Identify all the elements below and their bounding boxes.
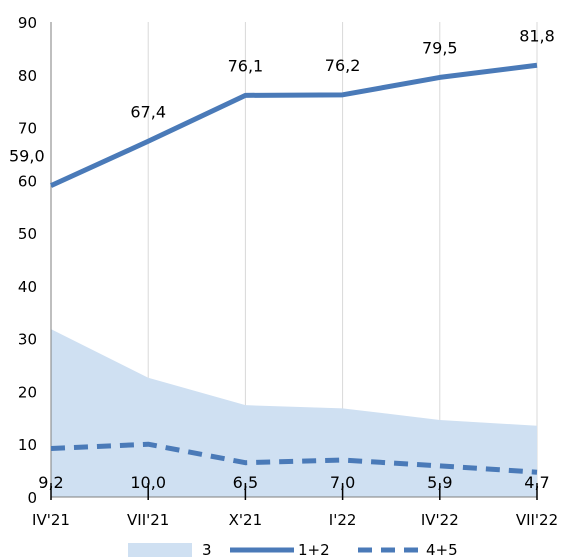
tick-labels: 0 10 20 30 40 50 60 70 80 90 IV'21 VII'21 X'21 I'22 IV… xyxy=(18,14,558,529)
y-tick-label: 90 xyxy=(18,14,37,32)
data-label: 6,5 xyxy=(233,473,258,492)
y-tick-label: 70 xyxy=(18,120,37,138)
data-label: 81,8 xyxy=(519,26,555,45)
legend-label-1+2: 1+2 xyxy=(298,541,330,559)
y-tick-label: 0 xyxy=(27,489,37,507)
y-tick-label: 60 xyxy=(18,172,37,190)
area-series-3 xyxy=(51,329,537,497)
data-label: 76,2 xyxy=(325,56,361,75)
data-label: 9,2 xyxy=(38,473,63,492)
legend-label-3: 3 xyxy=(202,541,212,559)
legend-swatch-3 xyxy=(128,543,192,557)
data-label: 4,7 xyxy=(524,473,549,492)
data-label: 79,5 xyxy=(422,38,458,57)
data-label: 76,1 xyxy=(228,56,264,75)
x-tick-label: IV'22 xyxy=(421,511,459,529)
data-label: 5,9 xyxy=(427,473,452,492)
data-labels: 59,0 67,4 76,1 76,2 79,5 81,8 9,2 10,0 6,5 7,0 5,9… xyxy=(9,26,555,500)
area-series-layer xyxy=(51,329,537,497)
y-tick-label: 50 xyxy=(18,225,37,243)
y-tick-label: 20 xyxy=(18,383,37,401)
x-tick-label: X'21 xyxy=(229,511,263,529)
legend: 3 1+2 4+5 xyxy=(128,541,458,559)
x-tick-label: I'22 xyxy=(329,511,357,529)
y-tick-label: 10 xyxy=(18,436,37,454)
x-tick-label: IV'21 xyxy=(32,511,70,529)
y-tick-label: 30 xyxy=(18,331,37,349)
axes xyxy=(50,22,537,498)
data-label: 59,0 xyxy=(9,147,45,166)
x-tick-label: VII'21 xyxy=(127,511,169,529)
data-label: 7,0 xyxy=(330,473,355,492)
legend-label-4+5: 4+5 xyxy=(426,541,458,559)
y-tick-label: 80 xyxy=(18,67,37,85)
data-label: 10,0 xyxy=(130,473,166,492)
data-label: 67,4 xyxy=(130,102,166,121)
line-series-1+2 xyxy=(49,62,538,188)
x-tick-label: VII'22 xyxy=(516,511,558,529)
line-series-layer xyxy=(49,62,538,475)
line-series-4+5 xyxy=(50,441,538,475)
y-tick-label: 40 xyxy=(18,278,37,296)
